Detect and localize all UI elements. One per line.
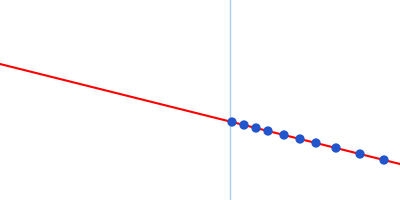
Point xyxy=(297,137,303,141)
Point xyxy=(281,133,287,137)
Point xyxy=(241,123,247,127)
Point xyxy=(265,129,271,133)
Point xyxy=(333,146,339,150)
Point xyxy=(229,120,235,124)
Point xyxy=(253,126,259,130)
Point xyxy=(357,152,363,156)
Point xyxy=(313,141,319,145)
Point xyxy=(381,158,387,162)
